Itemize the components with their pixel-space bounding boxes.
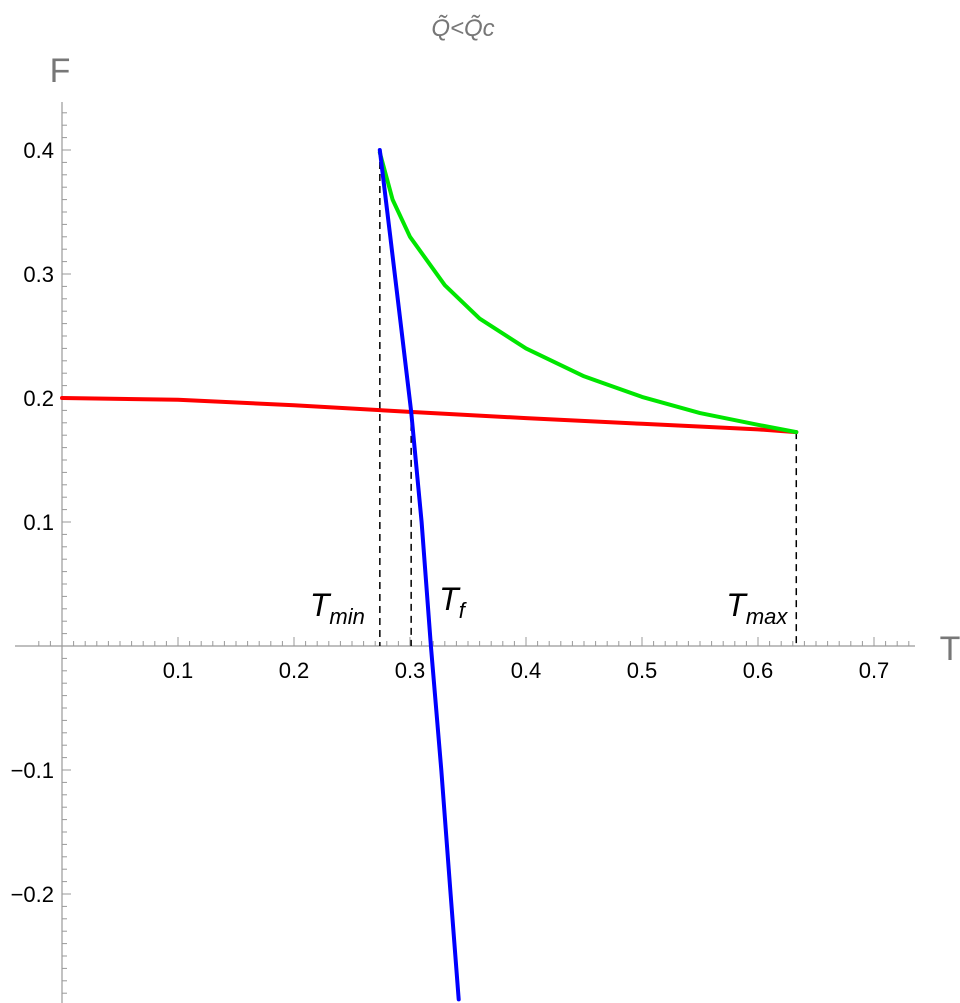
x-tick-label: 0.7 [859,658,890,683]
annotation-subscript: min [329,604,364,629]
annotation-main: T [726,587,748,623]
y-tick-label: 0.1 [23,510,54,535]
annotation-main: T [439,581,461,617]
y-tick-label: −0.1 [11,758,54,783]
series-line-3 [377,148,461,1002]
annotation-subscript: max [746,604,789,629]
y-tick-label: 0.4 [23,138,54,163]
series-line-1 [60,396,799,435]
annotation-subscript: f [459,598,468,623]
x-tick-label: 0.2 [279,658,310,683]
annotation-label: Tmax [726,587,788,629]
series-group [60,148,799,1002]
x-tick-label: 0.3 [395,658,426,683]
axes [15,102,915,1003]
y-tick-label: 0.3 [23,262,54,287]
x-tick-label: 0.4 [511,658,542,683]
annotation-label: Tmin [310,587,365,629]
chart-title: Q̃<Q̃c [431,15,494,42]
x-tick-label: 0.6 [743,658,774,683]
y-tick-label: 0.2 [23,386,54,411]
x-tick-label: 0.1 [163,658,194,683]
y-axis-label: F [50,52,71,90]
annotation-label: Tf [439,581,468,623]
annotation-main: T [310,587,332,623]
y-tick-label: −0.2 [11,882,54,907]
x-tick-label: 0.5 [627,658,658,683]
x-axis-label: T [940,630,960,668]
series-line-2 [377,150,799,435]
labels: 0.1 0.2 0.3 0.4 0.5 0.6 0.7 0.4 0.3 0.2 0.1 −0.1 −0.… [11,15,960,907]
dashed-markers [379,150,798,646]
